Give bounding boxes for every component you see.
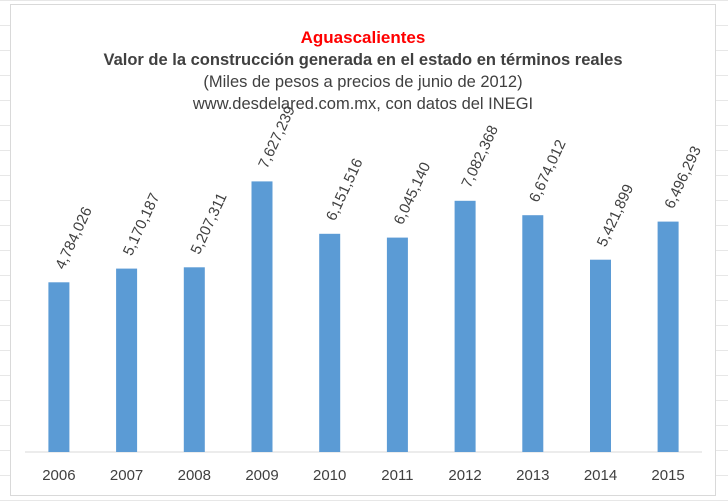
bar-2007[interactable] xyxy=(116,268,138,452)
bar-2014[interactable] xyxy=(590,259,611,452)
x-tick-label-2014: 2014 xyxy=(584,467,617,484)
chart-source-note: www.desdelared.com.mx, con datos del INE… xyxy=(192,95,534,113)
data-label-2015: 6,496,293 xyxy=(661,144,705,212)
data-label-2010: 6,151,516 xyxy=(323,156,367,224)
data-label-2011: 6,045,140 xyxy=(391,160,435,228)
x-tick-label-2010: 2010 xyxy=(313,467,346,484)
x-tick-label-2013: 2013 xyxy=(516,467,549,484)
bar-2011[interactable] xyxy=(386,237,408,452)
data-label-2008: 5,207,311 xyxy=(188,190,231,257)
data-label-2006: 4,784,026 xyxy=(52,204,96,272)
chart-title: Aguascalientes xyxy=(300,28,426,47)
x-tick-label-2007: 2007 xyxy=(110,467,143,484)
x-tick-label-2012: 2012 xyxy=(448,467,481,484)
bar-2006[interactable] xyxy=(48,282,70,452)
data-label-2007: 5,170,187 xyxy=(120,191,164,259)
bar-2009[interactable] xyxy=(251,181,273,452)
bar-2012[interactable] xyxy=(454,200,476,452)
x-tick-label-2011: 2011 xyxy=(381,467,413,484)
x-tick-label-2006: 2006 xyxy=(42,467,75,484)
x-tick-label-2015: 2015 xyxy=(651,467,684,484)
chart-titles: Aguascalientes Valor de la construcción … xyxy=(11,5,715,115)
bar-2008[interactable] xyxy=(183,267,205,452)
data-label-2014: 5,421,899 xyxy=(594,182,638,250)
x-tick-label-2009: 2009 xyxy=(245,467,278,484)
bar-2015[interactable] xyxy=(657,221,679,452)
bar-2013[interactable] xyxy=(522,215,544,452)
data-label-2012: 7,082,368 xyxy=(458,123,502,191)
chart-subtitle: Valor de la construcción generada en el … xyxy=(103,51,623,69)
chart-units-note: (Miles de pesos a precios de junio de 20… xyxy=(203,73,523,91)
data-label-2013: 6,674,012 xyxy=(526,137,570,205)
data-label-2009: 7,627,239 xyxy=(255,103,299,171)
x-tick-label-2008: 2008 xyxy=(178,467,211,484)
bar-2010[interactable] xyxy=(319,233,341,452)
